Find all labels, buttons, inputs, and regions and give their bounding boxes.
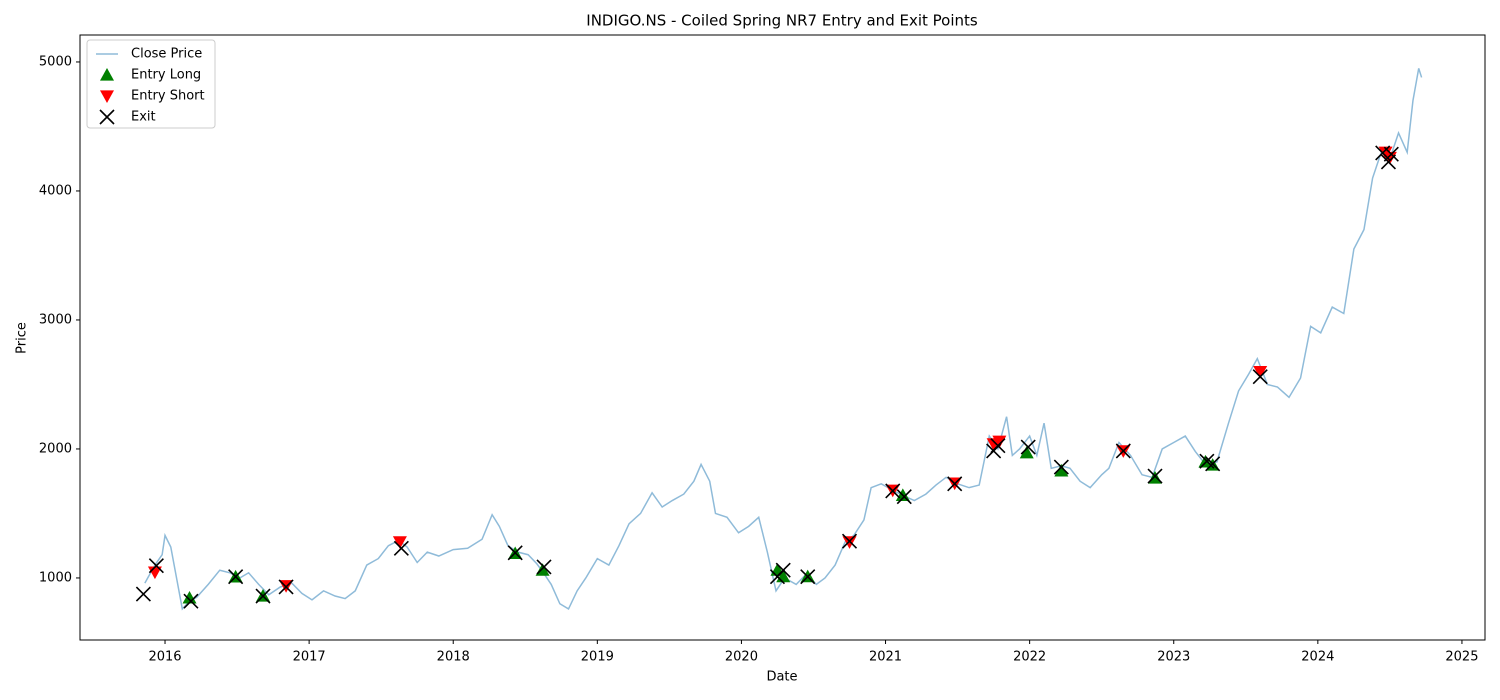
legend-box: [86, 39, 216, 129]
marker-x: [1383, 146, 1399, 162]
marker-x: [228, 569, 244, 585]
marker-x: [885, 483, 901, 499]
x-tick-label: 2023: [1157, 650, 1190, 665]
legend-label: Entry Long: [131, 68, 201, 83]
marker-triangle-down: [992, 435, 1007, 449]
marker-triangle-up: [1019, 445, 1034, 459]
marker-x: [1115, 443, 1131, 459]
plot-frame: [79, 34, 1486, 641]
marker-triangle-down: [392, 536, 407, 549]
legend-symbol: [99, 109, 115, 125]
marker-x: [393, 540, 409, 556]
marker-x: [896, 489, 912, 505]
marker-x: [135, 586, 151, 602]
marker-x: [1380, 154, 1397, 170]
x-tick-label: 2018: [437, 650, 470, 665]
marker-x: [990, 438, 1006, 454]
y-tick-label: 3000: [39, 312, 72, 327]
marker-x: [1020, 439, 1036, 455]
marker-x: [278, 579, 294, 595]
x-tick-label: 2019: [581, 650, 614, 665]
marker-x: [507, 545, 523, 561]
marker-x: [800, 569, 816, 585]
x-tick-label: 2017: [293, 650, 326, 665]
marker-x: [148, 558, 164, 574]
legend-symbol: [100, 68, 114, 81]
marker-x: [841, 533, 858, 549]
y-tick-label: 2000: [39, 441, 72, 456]
marker-triangle-down: [842, 536, 857, 549]
marker-x: [1205, 456, 1221, 472]
marker-x: [1053, 459, 1069, 475]
marker-x: [255, 588, 271, 604]
y-tick-label: 1000: [39, 570, 72, 585]
marker-x: [775, 562, 791, 578]
legend-label: Entry Short: [131, 89, 205, 104]
x-tick-label: 2024: [1301, 650, 1334, 665]
marker-x: [1147, 468, 1163, 484]
y-tick-label: 4000: [39, 183, 72, 198]
y-axis-label: Price: [15, 322, 30, 354]
legend-symbol: [100, 90, 114, 103]
x-tick-label: 2021: [869, 650, 902, 665]
marker-triangle-down: [1382, 151, 1397, 165]
x-tick-label: 2016: [148, 650, 181, 665]
marker-triangle-up: [182, 590, 197, 604]
chart-title: INDIGO.NS - Coiled Spring NR7 Entry and …: [586, 12, 978, 30]
legend-label: Exit: [131, 110, 156, 125]
marker-triangle-down: [1253, 365, 1268, 379]
marker-x: [183, 593, 199, 609]
y-tick-label: 5000: [39, 54, 72, 69]
x-axis-label: Date: [766, 670, 797, 685]
x-tick-label: 2022: [1013, 650, 1046, 665]
marker-triangle-up: [1054, 463, 1069, 477]
x-tick-label: 2025: [1445, 650, 1478, 665]
marker-x: [1252, 369, 1268, 385]
marker-x: [947, 476, 963, 492]
marker-x: [536, 559, 552, 575]
legend-label: Close Price: [131, 47, 202, 62]
x-tick-label: 2020: [725, 650, 758, 665]
